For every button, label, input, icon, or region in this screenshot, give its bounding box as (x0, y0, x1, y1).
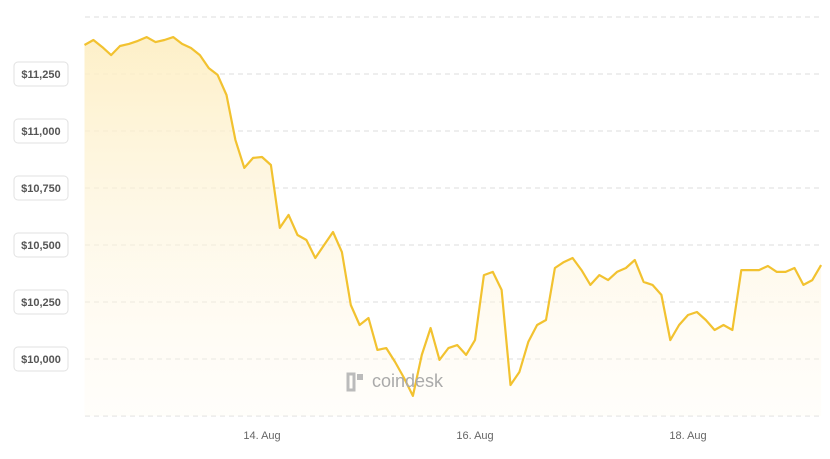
y-tick-box (13, 61, 69, 87)
y-tick-box (13, 346, 69, 372)
y-tick-box (13, 118, 69, 144)
area-fill (84, 37, 822, 416)
y-tick-label: $11,000 (21, 126, 60, 138)
x-tick-label: 16. Aug (456, 430, 493, 442)
x-tick-label: 18. Aug (669, 430, 706, 442)
y-tick-box (13, 232, 69, 258)
watermark-text: coindesk (372, 371, 444, 391)
logo-icon (346, 372, 356, 392)
y-tick-box (13, 289, 69, 315)
y-tick-label: $11,250 (21, 69, 60, 81)
y-tick-label: $10,000 (21, 354, 61, 366)
x-tick-label: 14. Aug (243, 430, 280, 442)
y-tick-box (13, 175, 69, 201)
logo-icon (357, 374, 363, 380)
price-line (83, 36, 823, 397)
y-tick-label: $10,500 (21, 240, 61, 252)
y-tick-label: $10,250 (21, 297, 61, 309)
watermark: coindesk (346, 371, 444, 392)
y-tick-label: $10,750 (21, 183, 61, 195)
